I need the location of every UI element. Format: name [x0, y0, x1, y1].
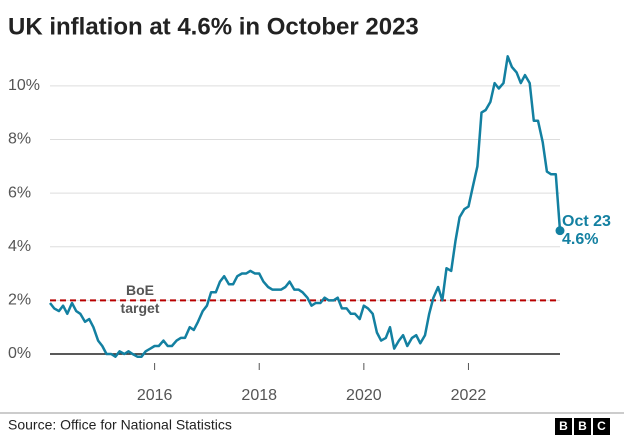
source: Source: Office for National Statistics: [8, 417, 232, 433]
target-label: BoE: [126, 282, 154, 298]
x-tick-label: 2016: [137, 387, 173, 404]
x-tick-label: 2022: [451, 387, 487, 404]
end-label: 4.6%: [562, 231, 598, 248]
x-tick-label: 2018: [241, 387, 277, 404]
y-tick-label: 8%: [8, 131, 31, 148]
y-tick-label: 4%: [8, 238, 31, 255]
chart-title: UK inflation at 4.6% in October 2023: [8, 13, 419, 40]
y-tick-label: 0%: [8, 345, 31, 362]
logo-box: [555, 418, 572, 435]
target-label: target: [121, 300, 160, 316]
end-label: Oct 23: [562, 213, 611, 230]
y-tick-label: 6%: [8, 184, 31, 201]
logo-letter: B: [578, 419, 587, 433]
line: [49, 55, 562, 358]
end-point: [555, 226, 565, 236]
logo-box: [574, 418, 591, 435]
y-tick-label: 2%: [8, 292, 31, 309]
x-tick-label: 2020: [346, 387, 382, 404]
logo-box: [593, 418, 610, 435]
logo-letter: C: [597, 419, 606, 433]
y-tick-label: 10%: [8, 77, 40, 94]
logo-letter: B: [559, 419, 568, 433]
